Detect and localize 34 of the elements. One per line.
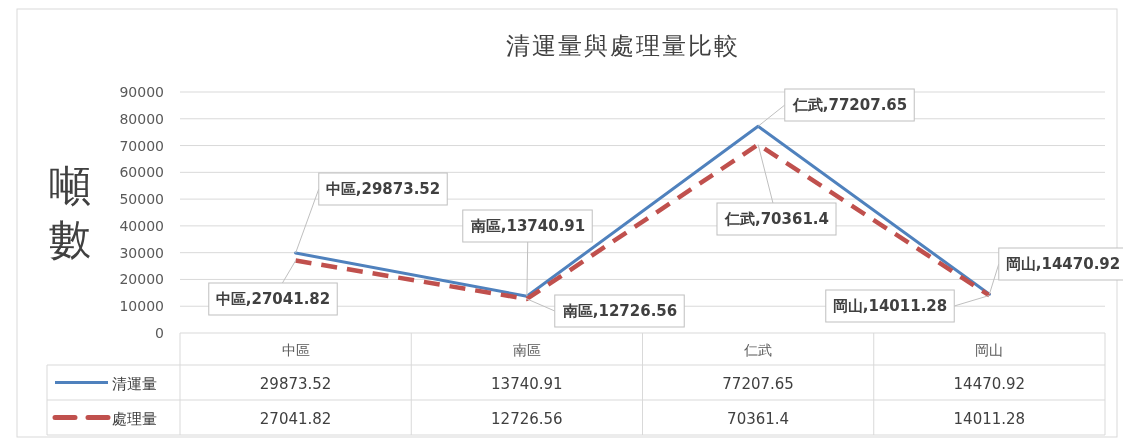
x-tick-label: 仁武 <box>743 342 773 358</box>
annotation: 仁武,77207.65 <box>791 96 908 114</box>
data-label: 77207.65 <box>722 374 794 393</box>
annotation: 岡山,14470.92 <box>1005 255 1121 273</box>
data-label: 12726.56 <box>491 409 563 428</box>
annotation: 中區,29873.52 <box>325 180 441 198</box>
annotation: 中區,27041.82 <box>215 290 331 308</box>
x-tick-label: 南區 <box>512 342 541 358</box>
data-label: 29873.52 <box>259 374 332 393</box>
y-tick-label: 70000 <box>119 137 164 154</box>
legend-label: 處理量 <box>112 409 157 428</box>
y-tick-label: 40000 <box>119 217 164 234</box>
data-label: 14470.92 <box>953 374 1026 393</box>
legend-label: 清運量 <box>112 374 157 393</box>
data-label: 13740.91 <box>491 374 563 393</box>
y-tick-label: 50000 <box>119 191 164 208</box>
annotation: 仁武,70361.4 <box>723 210 830 228</box>
chart-title: 清運量與處理量比較 <box>505 32 740 60</box>
data-label: 14011.28 <box>953 409 1026 428</box>
data-label: 70361.4 <box>727 409 790 428</box>
y-tick-label: 20000 <box>119 271 164 288</box>
annotation: 南區,12726.56 <box>561 302 678 320</box>
annotation: 南區,13740.91 <box>469 217 586 235</box>
annotation: 岡山,14011.28 <box>832 297 948 315</box>
y-tick-label: 90000 <box>119 84 164 100</box>
y-tick-label: 30000 <box>119 244 164 261</box>
y-tick-label: 60000 <box>119 164 164 181</box>
y-tick-label: 10000 <box>119 298 164 315</box>
x-tick-label: 岡山 <box>975 342 1004 358</box>
x-tick-label: 中區 <box>281 342 310 358</box>
y-tick-label: 0 <box>155 325 164 341</box>
data-label: 27041.82 <box>259 409 332 428</box>
y-axis-title: 噸數 <box>49 161 91 264</box>
y-tick-label: 80000 <box>119 110 164 127</box>
